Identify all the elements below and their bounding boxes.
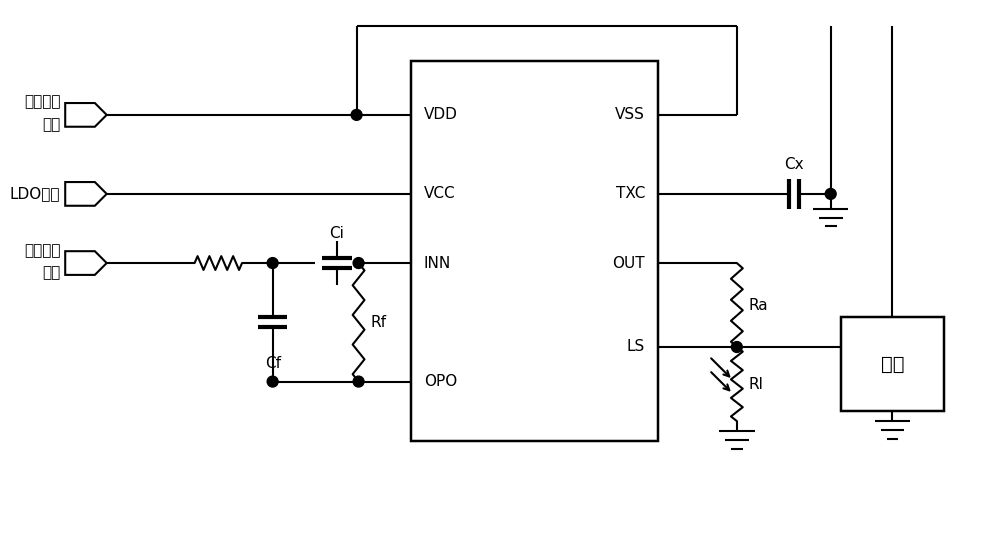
Polygon shape — [65, 251, 107, 275]
Text: Ci: Ci — [329, 227, 344, 241]
Polygon shape — [65, 103, 107, 127]
Text: OUT: OUT — [612, 255, 645, 271]
Text: 传感信号: 传感信号 — [24, 243, 60, 257]
Circle shape — [825, 189, 836, 199]
Text: OPO: OPO — [424, 374, 457, 389]
Text: VDD: VDD — [424, 107, 458, 123]
Circle shape — [353, 376, 364, 387]
Text: 输入: 输入 — [42, 265, 60, 280]
Circle shape — [267, 257, 278, 269]
Text: Rl: Rl — [749, 376, 764, 392]
Polygon shape — [65, 182, 107, 206]
Circle shape — [731, 342, 742, 352]
Bar — [841, 317, 944, 411]
Text: 输入: 输入 — [42, 117, 60, 132]
Text: VCC: VCC — [424, 187, 455, 201]
Text: Ra: Ra — [749, 297, 768, 312]
Text: LDO输出: LDO输出 — [10, 187, 60, 201]
Text: LS: LS — [627, 340, 645, 354]
Circle shape — [267, 376, 278, 387]
Text: VSS: VSS — [615, 107, 645, 123]
Circle shape — [353, 257, 364, 269]
Text: 电源电压: 电源电压 — [24, 94, 60, 110]
Text: 负载: 负载 — [881, 355, 904, 374]
Text: Cf: Cf — [265, 356, 281, 371]
Text: TXC: TXC — [616, 187, 645, 201]
Text: INN: INN — [424, 255, 451, 271]
Bar — [411, 61, 658, 441]
Text: Rf: Rf — [370, 315, 386, 330]
Text: Cx: Cx — [784, 157, 803, 172]
Circle shape — [351, 109, 362, 120]
